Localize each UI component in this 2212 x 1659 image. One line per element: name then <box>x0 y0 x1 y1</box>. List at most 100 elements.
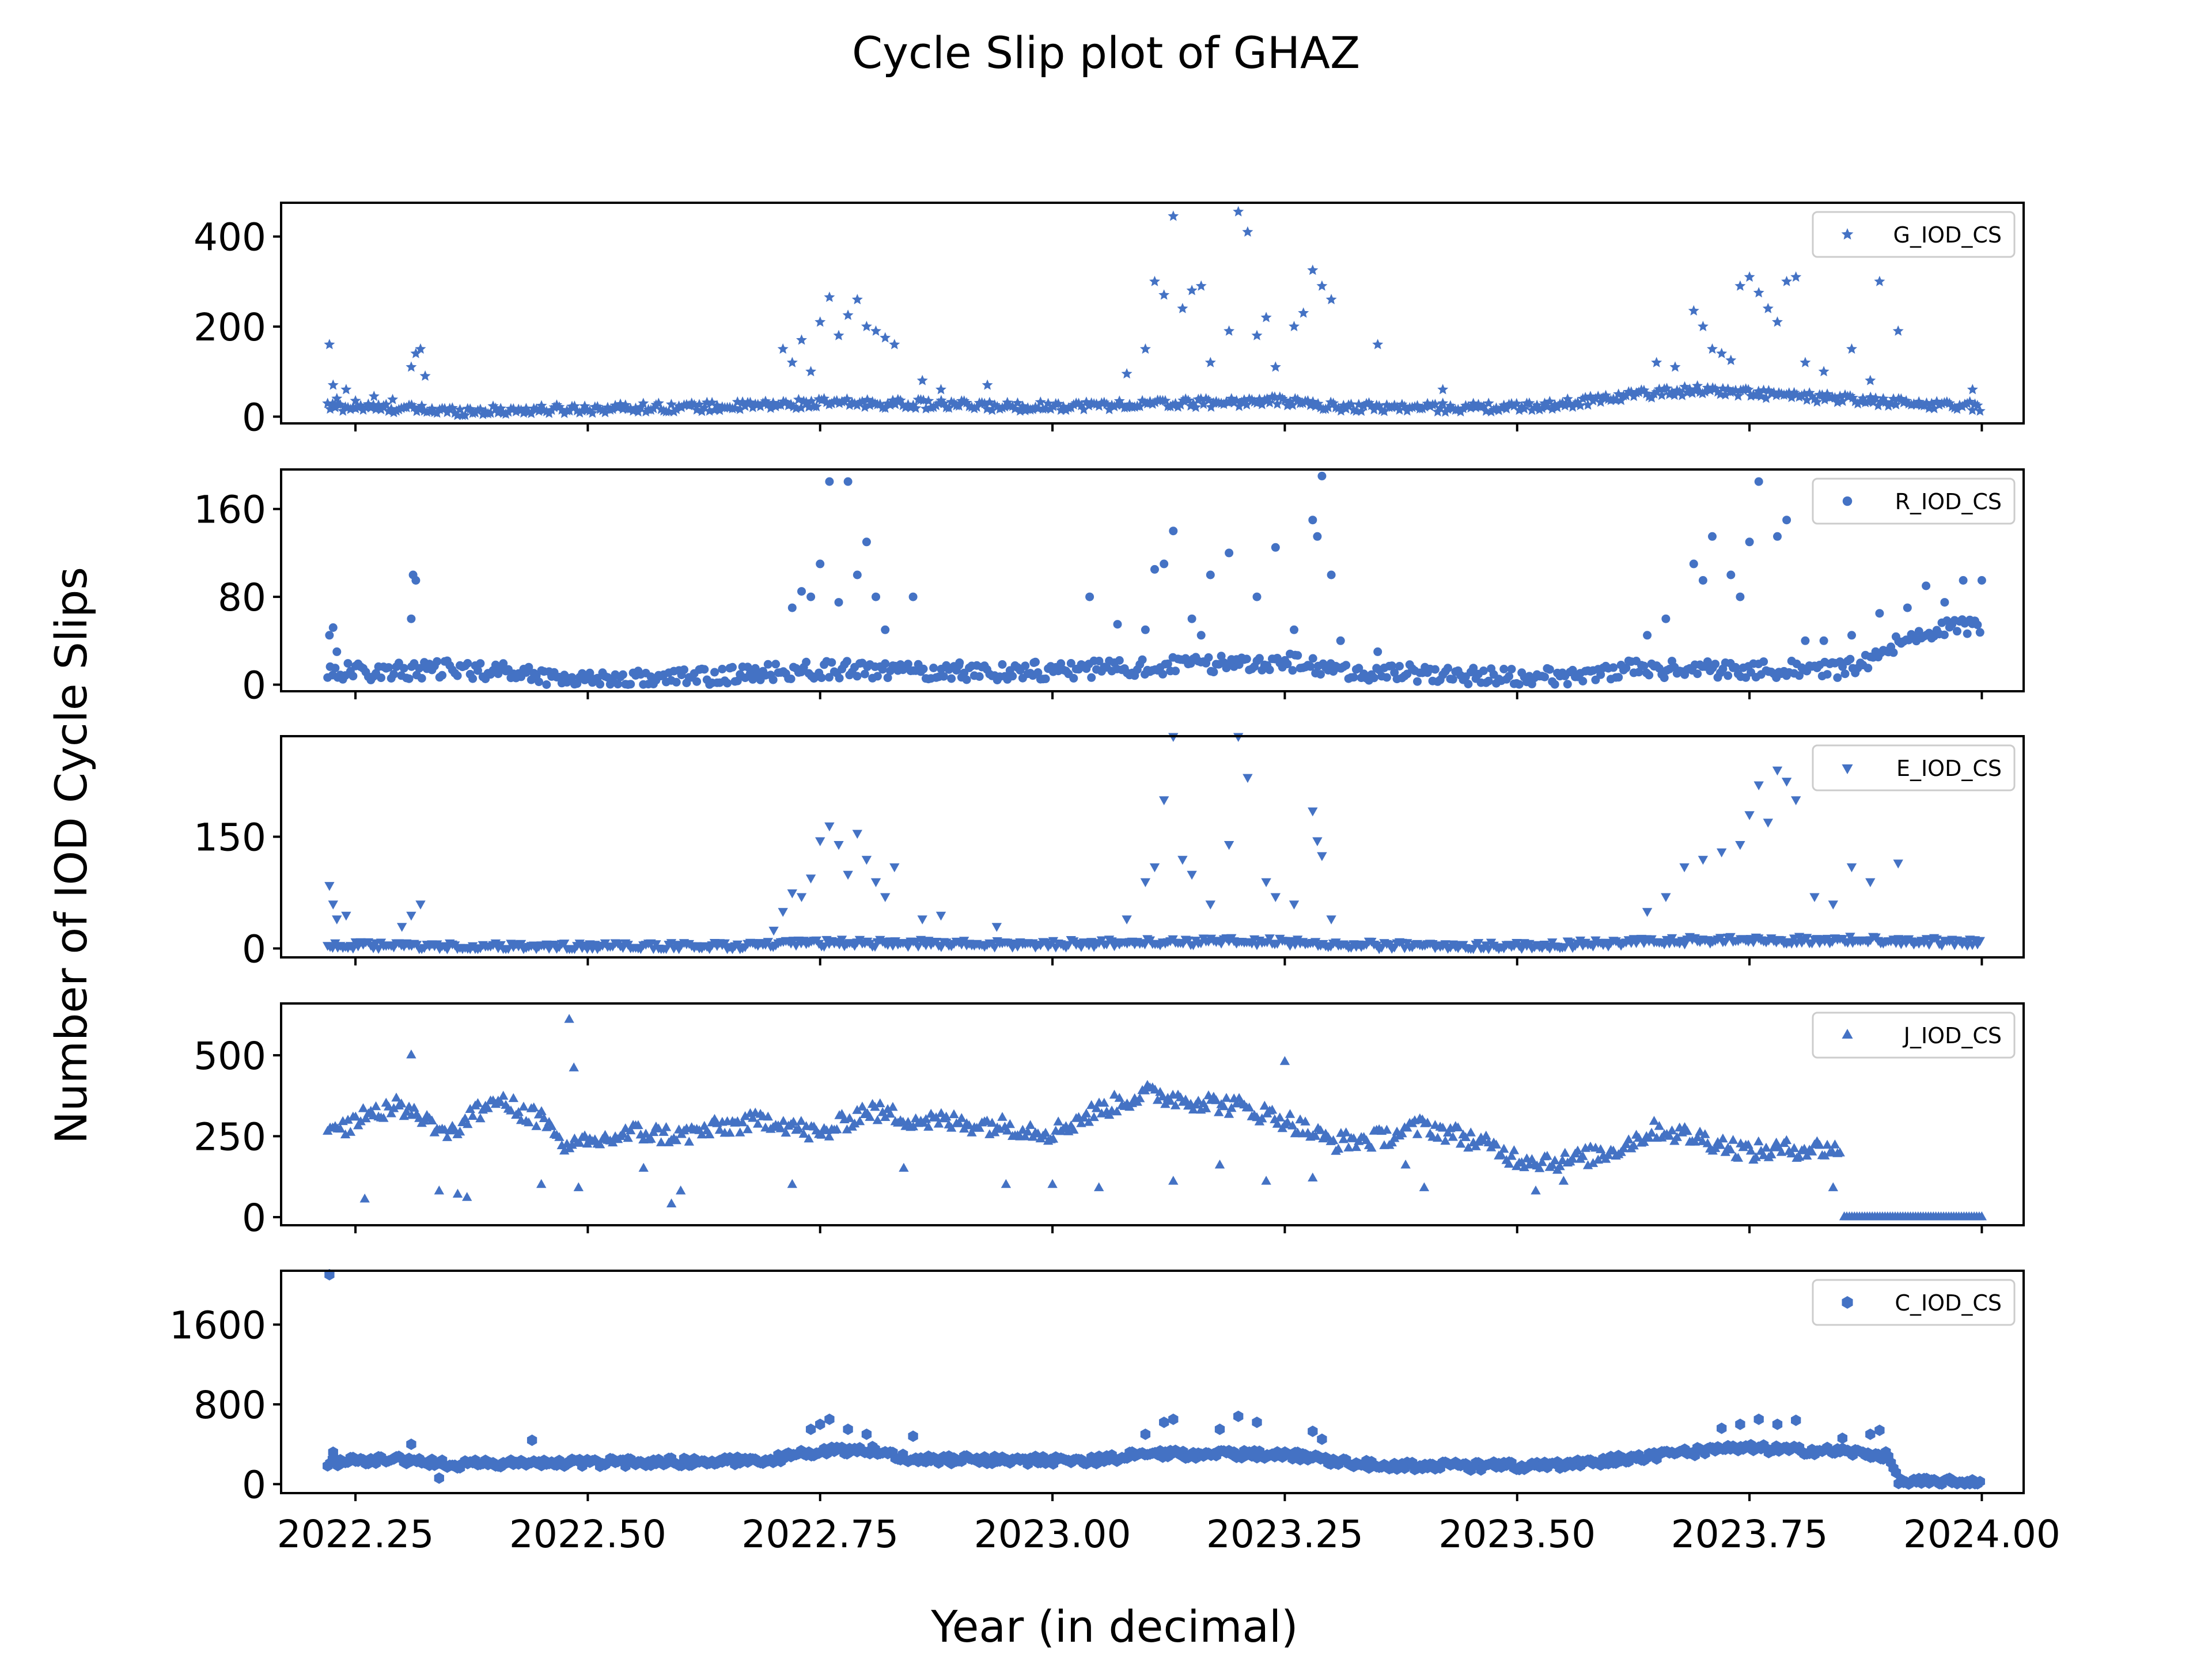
data-point <box>1139 343 1151 354</box>
data-point <box>723 679 732 688</box>
data-point <box>324 882 335 891</box>
data-point <box>1094 1182 1104 1191</box>
data-point <box>1186 285 1198 296</box>
data-point <box>825 477 834 486</box>
data-point <box>529 1102 539 1112</box>
data-point <box>1753 1413 1764 1425</box>
data-point <box>1865 374 1876 385</box>
data-point <box>1187 870 1197 880</box>
data-point <box>1214 1107 1224 1116</box>
y-tick-label: 80 <box>218 575 266 620</box>
data-point <box>1091 1103 1102 1112</box>
legend-box <box>1812 211 2016 258</box>
data-point <box>1717 1422 1727 1434</box>
data-point <box>1865 878 1876 888</box>
data-point <box>1753 287 1764 298</box>
data-point <box>819 942 830 952</box>
data-point <box>787 889 797 899</box>
data-point <box>1342 661 1351 670</box>
data-point <box>325 631 334 640</box>
y-tick-label: 250 <box>194 1115 266 1159</box>
data-point <box>661 1122 672 1131</box>
data-point <box>1975 628 1984 637</box>
data-point <box>941 1111 952 1121</box>
data-point <box>1711 660 1720 669</box>
subplot-g-iod-cs: 0 200 400 G_IOD_CS <box>194 202 2025 440</box>
data-point <box>1574 400 1586 411</box>
data-point <box>415 900 426 910</box>
data-point <box>650 399 662 410</box>
data-point <box>564 1014 574 1023</box>
data-point <box>684 1137 694 1146</box>
data-point <box>1818 366 1830 377</box>
data-point <box>396 1099 407 1108</box>
data-point <box>1772 1418 1783 1430</box>
data-points <box>323 1268 1985 1490</box>
data-point <box>1518 403 1530 414</box>
data-point <box>1308 1172 1318 1181</box>
data-point <box>623 1132 633 1142</box>
data-point <box>1279 1056 1290 1065</box>
data-point <box>1708 532 1717 541</box>
legend: C_IOD_CS <box>1812 1279 2016 1326</box>
data-point <box>953 400 965 411</box>
data-point <box>343 1115 353 1124</box>
data-point <box>714 1124 725 1134</box>
data-point <box>1275 1112 1285 1122</box>
data-point <box>653 1123 664 1132</box>
data-point <box>1325 294 1337 305</box>
data-point <box>1233 733 1244 742</box>
axes-frame <box>280 1270 2025 1494</box>
data-point <box>842 1124 853 1134</box>
data-point <box>1053 1116 1063 1126</box>
data-point <box>1822 1139 1832 1149</box>
data-point <box>506 1105 516 1115</box>
data-point <box>1312 837 1323 846</box>
data-point <box>1794 1152 1805 1161</box>
data-point <box>1069 1124 1079 1134</box>
data-point <box>1069 673 1078 683</box>
data-point <box>1430 665 1440 674</box>
data-point <box>1395 662 1404 671</box>
data-point <box>1903 603 1912 612</box>
data-point <box>1270 893 1281 902</box>
data-point <box>1724 671 1733 680</box>
data-point <box>1710 1143 1721 1152</box>
data-point <box>786 357 798 368</box>
data-point <box>1285 1109 1296 1118</box>
data-point <box>1524 940 1535 949</box>
x-tick-label: 2023.25 <box>1206 1512 1363 1556</box>
data-point <box>1481 1130 1491 1140</box>
data-point <box>1679 863 1690 873</box>
legend-marker <box>1842 764 1853 774</box>
data-point <box>849 1118 860 1128</box>
data-point <box>349 672 358 681</box>
data-point <box>508 1093 518 1103</box>
data-point <box>1193 1096 1203 1105</box>
data-point <box>1112 1106 1122 1116</box>
data-point <box>404 674 414 683</box>
x-tick-label: 2022.75 <box>741 1512 899 1556</box>
data-point <box>1335 405 1347 416</box>
data-point <box>1078 404 1089 415</box>
data-point <box>1224 325 1235 336</box>
y-tick-label: 200 <box>194 305 266 350</box>
data-point <box>1646 1127 1657 1137</box>
data-point <box>1028 1131 1038 1141</box>
data-point <box>1940 598 1949 607</box>
data-point <box>805 366 817 377</box>
legend-label: R_IOD_CS <box>1895 489 2002 514</box>
data-point <box>946 1123 957 1132</box>
data-point <box>923 1122 934 1131</box>
data-point <box>777 343 789 354</box>
data-point <box>1745 1145 1756 1155</box>
data-point <box>1519 1162 1529 1172</box>
data-point <box>1801 636 1810 645</box>
data-point <box>844 1113 855 1122</box>
data-point <box>1568 665 1577 675</box>
data-point <box>962 675 971 684</box>
data-point <box>393 404 404 415</box>
data-point <box>1820 1150 1830 1160</box>
data-point <box>579 1130 590 1139</box>
data-point <box>645 404 657 415</box>
